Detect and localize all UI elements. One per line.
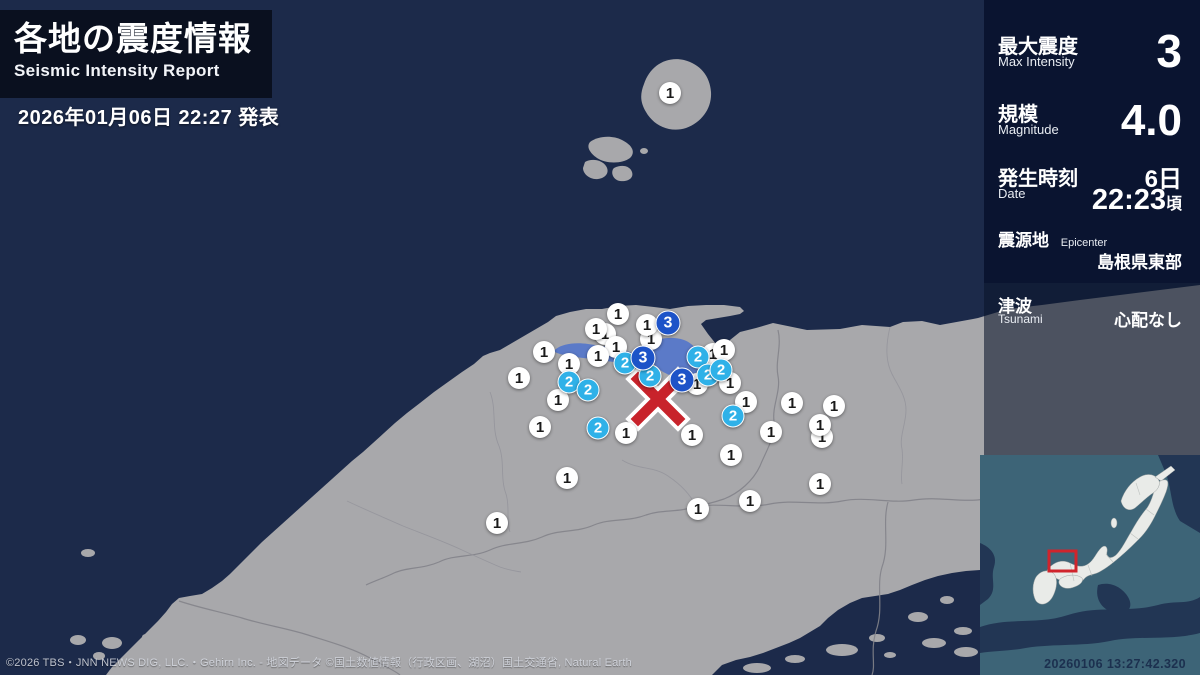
intensity-1-marker: 1: [809, 414, 831, 436]
intensity-3-marker: 3: [669, 367, 695, 393]
intensity-1-marker: 1: [607, 303, 629, 325]
intensity-3-marker: 3: [630, 345, 656, 371]
seto-inland-sea: [712, 570, 990, 675]
intensity-1-marker: 1: [615, 422, 637, 444]
intensity-1-marker: 1: [585, 318, 607, 340]
intensity-1-marker: 1: [781, 392, 803, 414]
max-intensity-sublabel: Max Intensity: [998, 54, 1075, 69]
panel-background: [984, 0, 1200, 283]
offshore-islets: [70, 549, 150, 660]
intensity-1-marker: 1: [556, 467, 578, 489]
title-box: 各地の震度情報 Seismic Intensity Report: [0, 10, 272, 98]
max-intensity-label: 最大震度: [998, 36, 1078, 58]
tsunami-sublabel: Tsunami: [998, 312, 1043, 326]
magnitude-sublabel: Magnitude: [998, 122, 1059, 137]
announcement-datetime: 2026年01月06日 22:27 発表: [18, 107, 280, 129]
intensity-1-marker: 1: [687, 498, 709, 520]
locator-highlight-rect: [1047, 549, 1078, 573]
epicenter-label-ja: 震源地: [998, 231, 1049, 250]
inland-sea-islands: [743, 596, 978, 673]
lake-nakaumi: [647, 337, 701, 378]
render-timestamp: 20260106 13:27:42.320: [1044, 657, 1186, 671]
intensity-1-marker: 1: [760, 421, 782, 443]
intensity-2-marker: 2: [721, 404, 745, 428]
origin-time-label: 発生時刻: [998, 168, 1078, 190]
locator-cloud-shading: [980, 455, 1200, 653]
intensity-1-marker: 1: [713, 339, 735, 361]
intensity-1-marker: 1: [508, 367, 530, 389]
intensity-1-marker: 1: [558, 353, 580, 375]
epicenter-label: 震源地 Epicenter: [998, 226, 1107, 251]
epicenter-label-en: Epicenter: [1060, 237, 1108, 249]
tsunami-value: 心配なし: [1114, 311, 1182, 330]
municipal-borders: [346, 326, 907, 573]
panel-tint: [984, 283, 1200, 455]
origin-day-value: 6日: [1144, 166, 1182, 193]
intensity-1-marker: 1: [547, 389, 569, 411]
epicenter-value: 島根県東部: [1097, 253, 1182, 272]
intensity-1-marker: 1: [587, 345, 609, 367]
mainland-chugoku: [106, 285, 1200, 675]
intensity-1-marker: 1: [809, 473, 831, 495]
japan-locator-map: [980, 455, 1200, 675]
locator-japan: [1032, 465, 1176, 605]
origin-time-approx: 頃: [1165, 196, 1182, 213]
origin-time-value: 22:23頃: [1092, 184, 1182, 217]
intensity-2-marker: 2: [586, 416, 610, 440]
intensity-1-marker: 1: [533, 341, 555, 363]
intensity-1-marker: 1: [529, 416, 551, 438]
intensity-1-marker: 1: [720, 444, 742, 466]
intensity-2-marker: 2: [709, 358, 733, 382]
magnitude-value: 4.0: [1120, 96, 1182, 145]
intensity-2-marker: 2: [557, 370, 581, 394]
intensity-1-marker: 1: [659, 82, 681, 104]
origin-time-sublabel: Date: [998, 186, 1026, 201]
intensity-3-marker: 3: [655, 310, 681, 336]
intensity-1-marker: 1: [486, 512, 508, 534]
intensity-1-marker: 1: [681, 424, 703, 446]
quake-info-panel: 最大震度 Max Intensity 3 規模 Magnitude 4.0 発生…: [984, 0, 1200, 455]
magnitude-label: 規模: [998, 104, 1038, 126]
tsunami-label: 津波: [998, 297, 1032, 316]
intensity-1-marker: 1: [636, 314, 658, 336]
intensity-1-marker: 1: [823, 395, 845, 417]
origin-time-clock: 22:23: [1091, 184, 1166, 216]
page-title: 各地の震度情報: [14, 20, 252, 57]
intensity-2-marker: 2: [576, 378, 600, 402]
copyright-line: ©2026 TBS・JNN NEWS DIG, LLC.・Gehirn Inc.…: [6, 657, 632, 669]
page-subtitle: Seismic Intensity Report: [14, 60, 220, 80]
intensity-1-marker: 1: [739, 490, 761, 512]
max-intensity-value: 3: [1156, 25, 1182, 77]
